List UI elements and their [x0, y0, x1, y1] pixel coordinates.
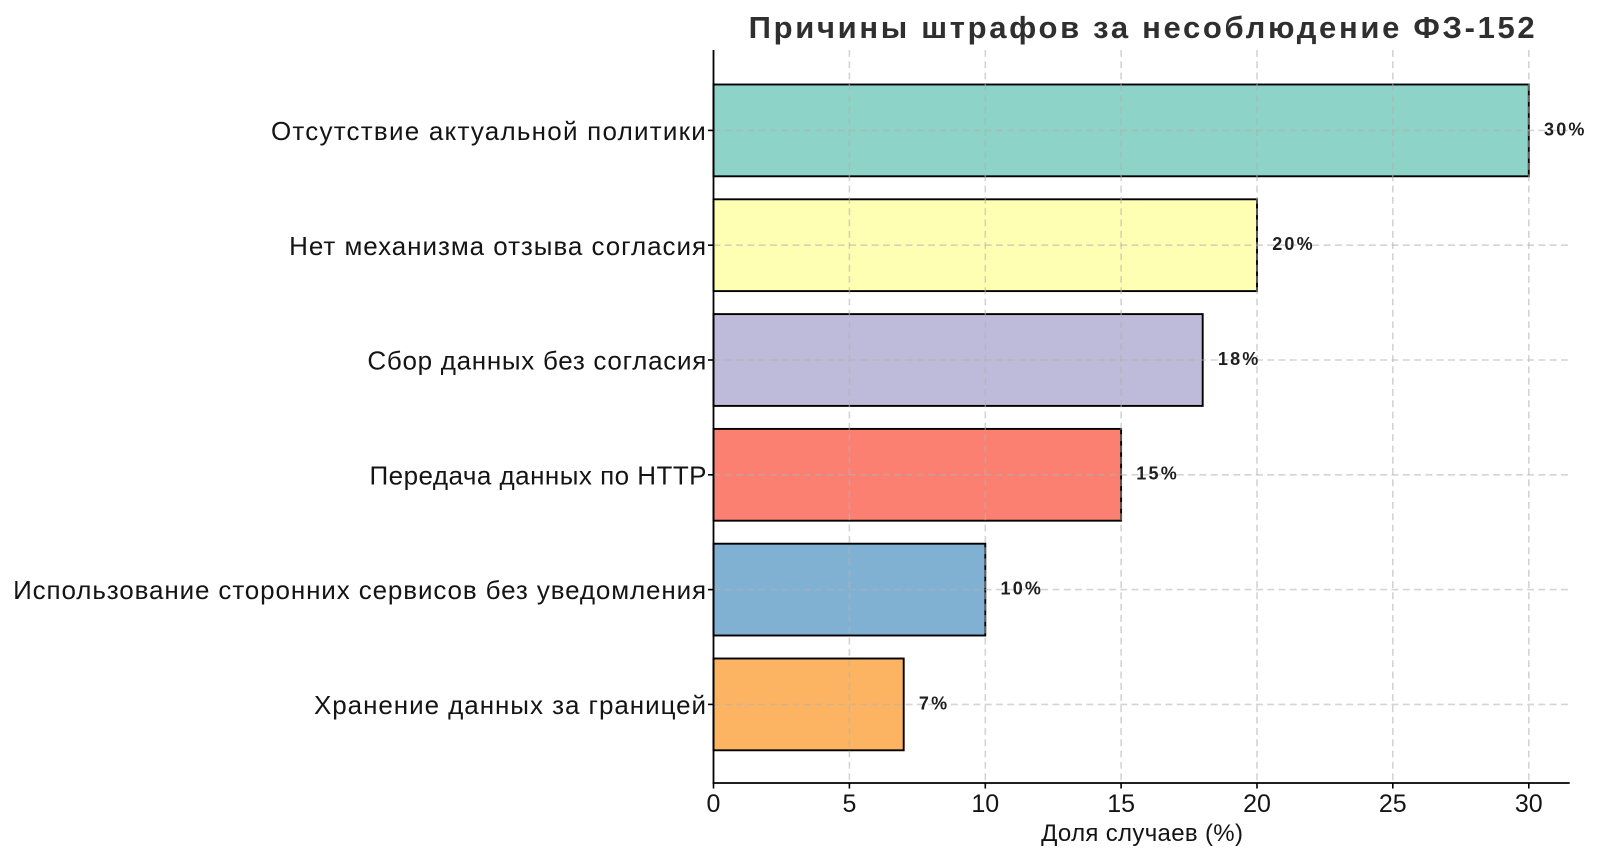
- svg-text:Нет механизма отзыва согласия: Нет механизма отзыва согласия: [289, 231, 707, 261]
- svg-text:30: 30: [1515, 790, 1543, 818]
- svg-text:Отсутствие актуальной политики: Отсутствие актуальной политики: [271, 116, 707, 146]
- svg-text:15%: 15%: [1136, 464, 1179, 484]
- svg-text:Причины штрафов за несоблюдени: Причины штрафов за несоблюдение ФЗ-152: [749, 10, 1538, 45]
- svg-text:Доля случаев (%): Доля случаев (%): [1041, 820, 1243, 847]
- svg-text:18%: 18%: [1218, 349, 1261, 369]
- svg-text:25: 25: [1379, 790, 1407, 818]
- svg-text:10%: 10%: [1001, 579, 1044, 599]
- svg-text:20%: 20%: [1272, 234, 1315, 254]
- svg-text:Использование сторонних сервис: Использование сторонних сервисов без уве…: [13, 575, 707, 605]
- svg-text:20: 20: [1243, 790, 1271, 818]
- svg-text:15: 15: [1107, 790, 1135, 818]
- svg-text:10: 10: [971, 790, 999, 818]
- svg-text:Хранение данных за границей: Хранение данных за границей: [314, 690, 707, 720]
- svg-text:0: 0: [707, 790, 721, 818]
- svg-text:5: 5: [842, 790, 856, 818]
- svg-text:Сбор данных без согласия: Сбор данных без согласия: [367, 346, 707, 376]
- svg-text:Передача данных по HTTP: Передача данных по HTTP: [370, 460, 708, 490]
- svg-text:7%: 7%: [919, 693, 949, 713]
- svg-text:30%: 30%: [1544, 119, 1587, 139]
